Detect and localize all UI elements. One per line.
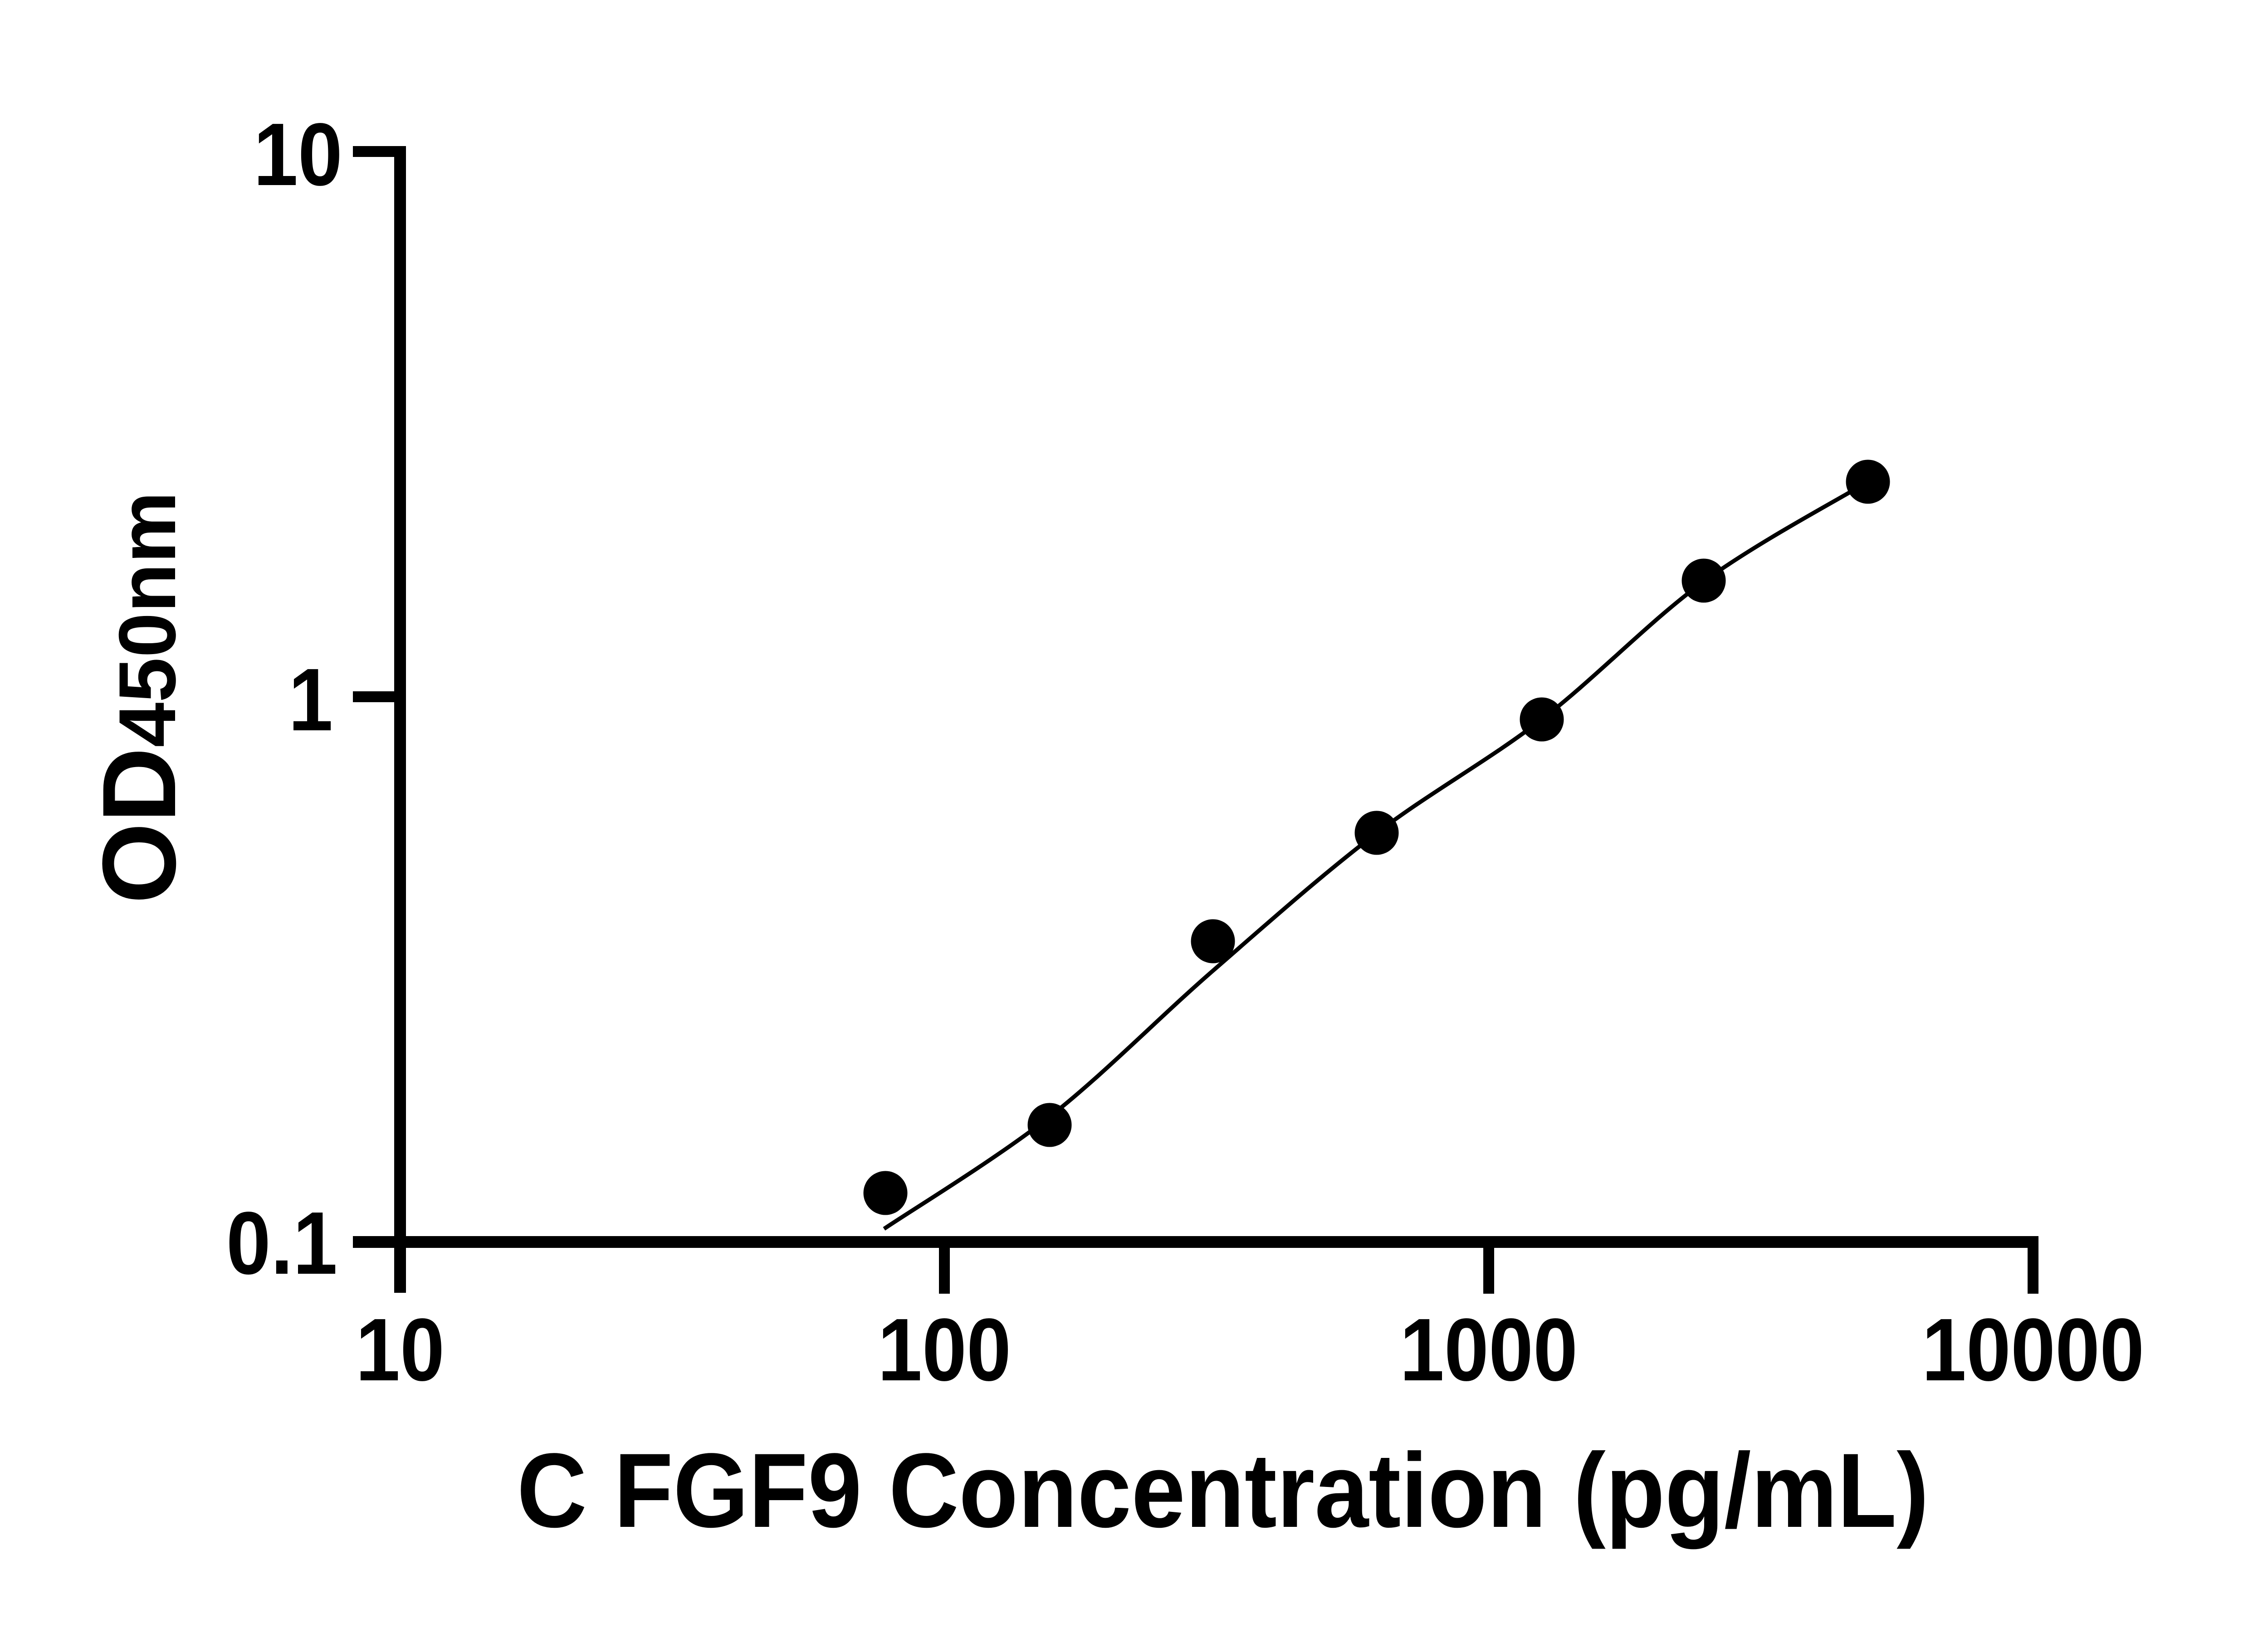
svg-text:0.1: 0.1: [226, 1193, 337, 1293]
svg-text:100: 100: [878, 1300, 1011, 1399]
svg-text:10: 10: [356, 1300, 445, 1399]
svg-text:10000: 10000: [1922, 1300, 2144, 1399]
svg-text:C FGF9 Concentration (pg/mL): C FGF9 Concentration (pg/mL): [517, 1432, 1929, 1550]
svg-text:1: 1: [288, 650, 333, 749]
svg-text:10: 10: [254, 104, 342, 204]
svg-text:1000: 1000: [1400, 1300, 1578, 1399]
